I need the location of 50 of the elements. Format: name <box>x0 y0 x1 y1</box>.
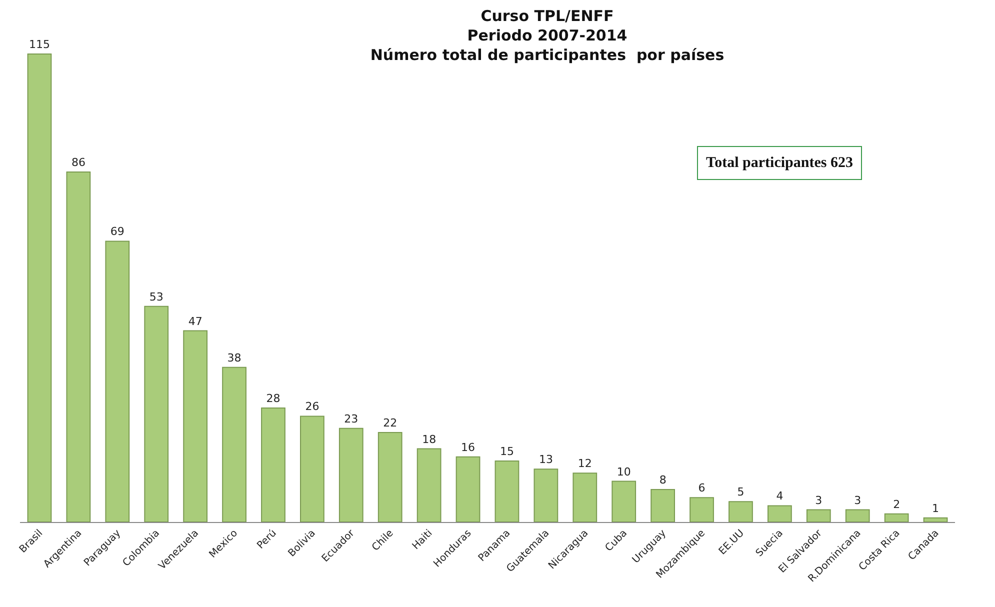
data-label: 10 <box>616 465 631 478</box>
chart-title: Curso TPL/ENFF Periodo 2007-2014 Número total de participantes por países <box>370 7 724 64</box>
data-label: 16 <box>461 440 476 454</box>
bar <box>144 306 169 522</box>
bar <box>222 366 246 522</box>
data-label: 4 <box>776 490 784 503</box>
bar <box>300 416 324 522</box>
bar <box>884 513 909 522</box>
data-label: 15 <box>500 444 514 458</box>
data-label: 86 <box>71 156 86 170</box>
data-label: 69 <box>110 225 124 238</box>
data-label: 3 <box>815 494 822 507</box>
data-label: 53 <box>149 290 164 304</box>
data-label: 47 <box>188 314 202 328</box>
bar <box>261 408 286 522</box>
data-label: 28 <box>266 392 280 406</box>
data-label: 115 <box>28 38 50 52</box>
data-label: 3 <box>854 494 862 507</box>
data-label: 6 <box>698 482 706 495</box>
data-label: 12 <box>578 457 592 470</box>
data-label: 8 <box>659 473 666 486</box>
bar <box>612 480 636 522</box>
bar <box>768 505 792 522</box>
bar <box>66 172 91 522</box>
bar <box>378 432 402 522</box>
data-label: 1 <box>932 502 940 515</box>
bar <box>105 240 130 522</box>
bar <box>845 509 870 522</box>
bar <box>27 54 52 522</box>
bar <box>456 456 480 522</box>
annotation: Total participantes 623 <box>706 155 853 171</box>
data-label: 2 <box>893 498 900 511</box>
bar <box>183 330 208 522</box>
bar <box>534 468 558 522</box>
bar <box>494 460 520 522</box>
bar <box>923 517 948 522</box>
bar <box>728 501 753 522</box>
bar <box>650 488 675 522</box>
bar <box>690 497 714 522</box>
data-label: 22 <box>383 416 398 430</box>
bar <box>416 448 442 522</box>
bar <box>806 509 831 522</box>
data-label: 13 <box>538 453 553 466</box>
data-label: 18 <box>422 432 436 446</box>
bar <box>572 472 598 522</box>
data-label: 38 <box>227 351 242 364</box>
data-label: 23 <box>344 412 358 426</box>
data-label: 5 <box>737 486 744 499</box>
data-label: 26 <box>305 400 320 414</box>
bar <box>338 428 364 522</box>
